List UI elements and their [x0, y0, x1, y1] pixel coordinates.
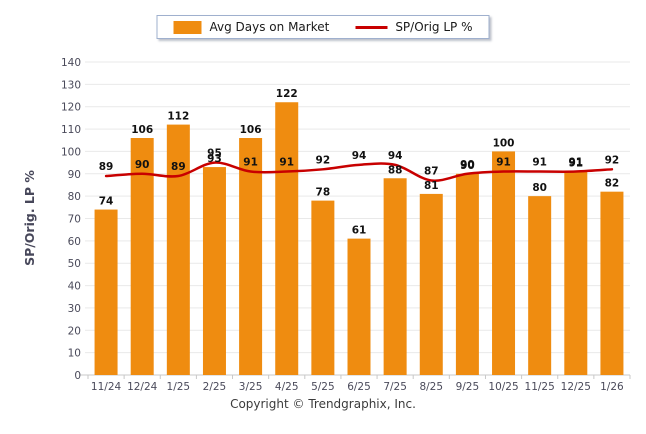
x-tick-label: 1/26: [600, 381, 624, 393]
bar: [564, 171, 588, 375]
line-value-label: 91: [243, 157, 258, 169]
bar: [419, 193, 443, 375]
y-tick-label: 40: [68, 281, 81, 293]
bar-value-label: 78: [316, 187, 331, 199]
bar-value-label: 81: [424, 180, 439, 192]
bar-value-label: 74: [99, 196, 114, 208]
line-value-label: 90: [460, 159, 475, 171]
line-value-label: 95: [207, 148, 222, 160]
y-tick-label: 80: [68, 191, 81, 203]
y-tick-label: 90: [68, 169, 81, 181]
line-value-label: 92: [605, 154, 620, 166]
x-tick-label: 1/25: [167, 381, 191, 393]
y-tick-label: 140: [61, 57, 81, 69]
bar: [130, 138, 154, 375]
y-tick-label: 20: [68, 325, 81, 337]
line-value-label: 91: [568, 157, 583, 169]
bar-value-label: 106: [131, 124, 153, 136]
bar: [275, 102, 299, 375]
bar-value-label: 112: [167, 111, 189, 123]
line-value-label: 89: [171, 161, 186, 173]
x-tick-label: 7/25: [383, 381, 407, 393]
axis-layer: 0 10 20 30 40 50 60 70 80 90 100 110 120 130 140 11/24 1…: [61, 57, 631, 393]
bar-value-label: 93: [207, 153, 222, 165]
y-tick-label: 120: [61, 102, 81, 114]
y-tick-label: 50: [68, 258, 81, 270]
copyright-text: Copyright © Trendgraphix, Inc.: [230, 397, 416, 411]
bar: [455, 173, 479, 375]
bar-value-label: 122: [276, 88, 298, 100]
bar-legend-swatch: [173, 20, 202, 34]
line-value-label: 91: [279, 157, 294, 169]
x-tick-label: 4/25: [275, 381, 299, 393]
line-value-label: 94: [352, 150, 367, 162]
y-tick-label: 0: [74, 370, 81, 382]
bar: [202, 167, 226, 375]
bar: [492, 151, 516, 375]
x-tick-label: 10/25: [488, 381, 518, 393]
y-tick-label: 100: [61, 146, 81, 158]
y-tick-label: 30: [68, 303, 81, 315]
bar: [166, 124, 190, 375]
x-tick-label: 11/24: [91, 381, 122, 393]
bar-value-label: 61: [352, 225, 367, 237]
bar-value-label: 90: [460, 160, 475, 172]
y-tick-label: 110: [61, 124, 81, 136]
x-tick-label: 8/25: [419, 381, 443, 393]
line-series: [104, 161, 614, 182]
x-tick-label: 2/25: [203, 381, 227, 393]
bar: [239, 138, 263, 375]
line-value-label: 91: [532, 157, 547, 169]
line-value-label: 92: [316, 154, 331, 166]
line-value-label: 91: [496, 157, 511, 169]
y-tick-label: 130: [61, 79, 81, 91]
line-value-label: 89: [99, 161, 114, 173]
trend-line: [104, 161, 614, 182]
bar-value-label: 106: [240, 124, 262, 136]
x-tick-label: 3/25: [239, 381, 263, 393]
x-tick-label: 9/25: [456, 381, 480, 393]
legend: Avg Days on Market SP/Orig LP %: [156, 15, 490, 39]
line-value-label: 94: [388, 150, 403, 162]
line-legend-swatch: [355, 25, 388, 29]
x-tick-label: 6/25: [347, 381, 371, 393]
bar-legend-label: Avg Days on Market: [209, 20, 330, 34]
y-tick-label: 10: [68, 348, 81, 360]
x-tick-label: 11/25: [525, 381, 555, 393]
line-value-label: 90: [135, 159, 150, 171]
line-value-label: 87: [424, 165, 439, 177]
bar-value-label: 80: [532, 182, 547, 194]
bar-value-label: 91: [568, 158, 583, 170]
bar: [347, 238, 371, 375]
value-label-layer: 74 106 112 93 106 122 78 61 88 81 90 100 80 91 82 89 90 8…: [99, 88, 619, 236]
x-tick-label: 12/25: [561, 381, 591, 393]
bar: [528, 196, 552, 375]
x-tick-label: 5/25: [311, 381, 335, 393]
bar: [311, 200, 335, 375]
bar: [94, 209, 118, 375]
bar-series: [94, 102, 624, 375]
y-tick-label: 60: [68, 236, 81, 248]
x-tick-label: 12/24: [127, 381, 158, 393]
bar-value-label: 100: [493, 137, 515, 149]
line-legend-label: SP/Orig LP %: [395, 20, 473, 34]
bar-value-label: 82: [605, 178, 620, 190]
y-tick-label: 70: [68, 214, 81, 226]
bar-value-label: 88: [388, 164, 403, 176]
bar: [600, 191, 624, 375]
y-axis-title: SP/Orig. LP %: [22, 170, 37, 266]
bar: [383, 178, 407, 375]
